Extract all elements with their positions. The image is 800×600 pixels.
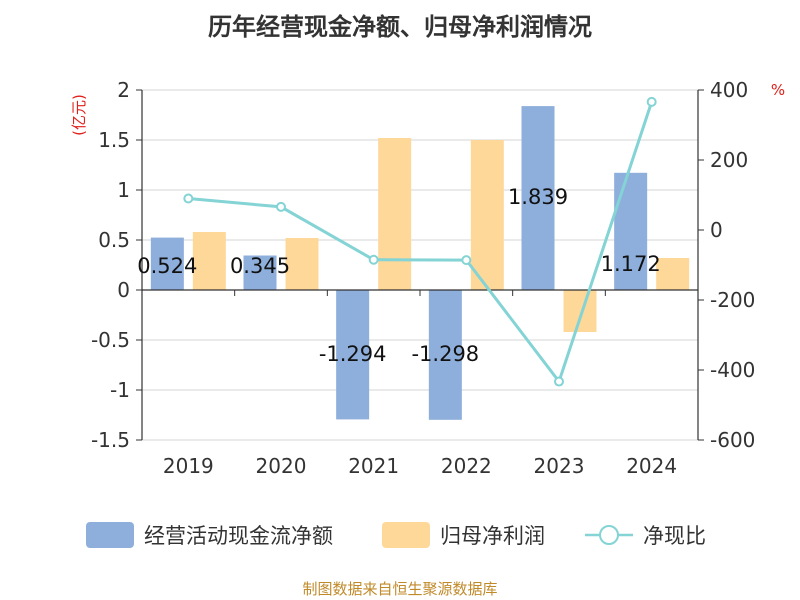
cash-flow-bar bbox=[336, 290, 370, 420]
left-tick-label: 2 bbox=[117, 78, 130, 102]
right-tick-label: -400 bbox=[710, 358, 755, 382]
ratio-line bbox=[188, 101, 654, 385]
legend: 经营活动现金流净额 归母净利润 净现比 bbox=[86, 522, 706, 548]
net-profit-bar bbox=[192, 232, 226, 290]
x-tick-label: 2019 bbox=[163, 454, 214, 478]
x-tick-label: 2022 bbox=[441, 454, 492, 478]
right-tick-label: -600 bbox=[710, 428, 755, 452]
ratio-point bbox=[183, 193, 194, 204]
ratio-point bbox=[554, 376, 564, 387]
net-profit-bar bbox=[285, 238, 319, 290]
cash-flow-bar bbox=[521, 106, 555, 290]
net-profit-bar bbox=[563, 290, 597, 332]
ratio-line-layer bbox=[183, 96, 657, 387]
x-tick-label: 2023 bbox=[534, 454, 585, 478]
right-tick-label: 400 bbox=[710, 78, 748, 102]
axes-layer: 2 1.5 1 0.5 0 -0.5 -1 -1.5 400 200 0 -200 -400 -600 20… bbox=[91, 78, 755, 478]
ratio-point bbox=[368, 254, 379, 265]
legend-swatch bbox=[382, 522, 430, 548]
cash-flow-value-label: 1.172 bbox=[601, 252, 661, 276]
legend-label: 净现比 bbox=[643, 524, 706, 548]
net-profit-bar bbox=[656, 258, 690, 290]
ratio-point bbox=[646, 96, 657, 107]
x-tick-label: 2020 bbox=[256, 454, 307, 478]
legend-label: 经营活动现金流净额 bbox=[144, 524, 333, 548]
cash-flow-bar bbox=[614, 172, 648, 290]
right-tick-label: -200 bbox=[710, 288, 755, 312]
cash-flow-bar bbox=[243, 255, 277, 290]
data-labels-layer: 0.524 0.345 -1.294 -1.298 1.839 1.172 bbox=[137, 185, 660, 366]
chart-title: 历年经营现金净额、归母净利润情况 bbox=[208, 13, 592, 41]
cash-flow-bar bbox=[428, 290, 462, 420]
ratio-point bbox=[276, 201, 286, 212]
left-tick-label: 1.5 bbox=[98, 128, 130, 152]
legend-label: 归母净利润 bbox=[440, 524, 545, 548]
left-tick-label: -0.5 bbox=[91, 328, 130, 352]
left-tick-label: -1.5 bbox=[91, 428, 130, 452]
source-note: 制图数据来自恒生聚源数据库 bbox=[302, 580, 497, 598]
cash-flow-value-label: 1.839 bbox=[508, 185, 568, 209]
x-tick-label: 2024 bbox=[626, 454, 677, 478]
cash-flow-value-label: -1.294 bbox=[319, 342, 387, 366]
left-tick-label: 1 bbox=[117, 178, 130, 202]
net-profit-bar bbox=[470, 140, 504, 290]
bars-layer bbox=[150, 106, 690, 420]
cash-flow-value-label: 0.524 bbox=[137, 254, 197, 278]
right-tick-label: 200 bbox=[710, 148, 748, 172]
right-tick-label: 0 bbox=[710, 218, 723, 242]
cash-flow-value-label: 0.345 bbox=[230, 254, 290, 278]
cash-flow-value-label: -1.298 bbox=[411, 342, 479, 366]
left-axis-unit: (亿元) bbox=[70, 94, 88, 136]
legend-swatch bbox=[86, 522, 134, 548]
net-profit-bar bbox=[378, 138, 412, 290]
ratio-point bbox=[461, 255, 472, 266]
left-tick-label: 0.5 bbox=[98, 228, 130, 252]
right-axis-unit: % bbox=[771, 81, 785, 99]
legend-point-swatch bbox=[599, 525, 619, 545]
x-tick-label: 2021 bbox=[348, 454, 399, 478]
left-tick-label: 0 bbox=[117, 278, 130, 302]
cash-flow-bar bbox=[150, 237, 184, 290]
left-tick-label: -1 bbox=[110, 378, 130, 402]
